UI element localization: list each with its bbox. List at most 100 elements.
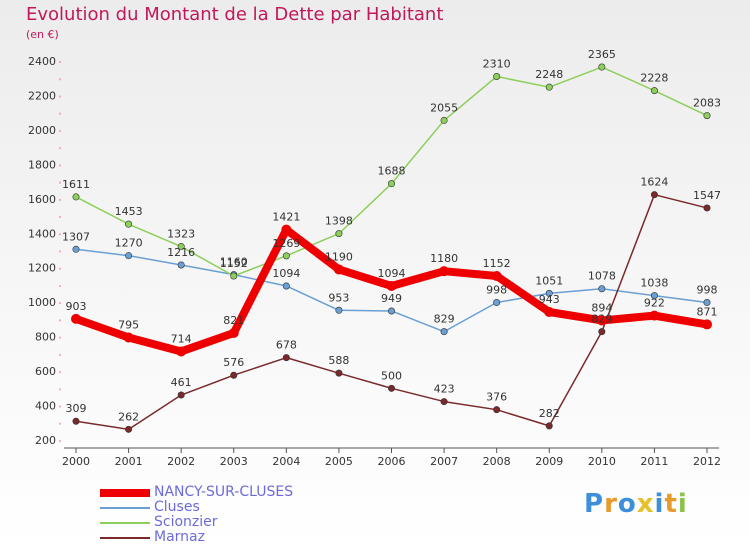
- x-tick-label: 2005: [325, 455, 353, 468]
- data-point: [333, 264, 344, 275]
- x-tick-label: 2004: [272, 455, 300, 468]
- logo-letter: i: [677, 489, 688, 519]
- data-label: 1453: [115, 205, 143, 218]
- data-point: [703, 299, 711, 307]
- logo-letter: P: [584, 489, 605, 519]
- data-label: 282: [539, 407, 560, 420]
- logo-letter: i: [654, 489, 665, 519]
- y-tick-label: 400: [35, 400, 56, 413]
- data-point: [387, 180, 395, 188]
- data-point: [703, 112, 711, 120]
- data-point: [281, 224, 292, 235]
- data-label: 376: [486, 391, 507, 404]
- logo-letter: o: [617, 489, 637, 519]
- data-point: [72, 245, 80, 253]
- data-label: 1270: [115, 237, 143, 250]
- data-point: [598, 285, 606, 293]
- data-label: 953: [328, 291, 349, 304]
- data-point: [228, 328, 239, 339]
- data-point: [176, 346, 187, 357]
- data-label: 714: [171, 332, 192, 345]
- data-label: 1547: [693, 189, 721, 202]
- logo-letter: x: [636, 489, 655, 519]
- y-tick-label: 1000: [28, 296, 56, 309]
- data-point: [72, 417, 80, 425]
- data-point: [123, 332, 134, 343]
- x-tick-label: 2010: [588, 455, 616, 468]
- legend-label-marnaz: Marnaz: [154, 529, 205, 545]
- data-label: 922: [644, 297, 665, 310]
- y-tick-label: 1800: [28, 158, 56, 171]
- data-label: 821: [223, 314, 244, 327]
- y-tick-label: 2200: [28, 89, 56, 102]
- legend-item-cluses: Cluses: [100, 500, 293, 515]
- data-label: 2083: [693, 97, 721, 110]
- x-tick-label: 2009: [535, 455, 563, 468]
- data-point: [491, 270, 502, 281]
- data-point: [177, 261, 185, 269]
- logo-letter: r: [604, 489, 618, 519]
- data-point: [386, 280, 397, 291]
- data-point: [439, 266, 450, 277]
- data-point: [71, 313, 81, 324]
- data-point: [387, 384, 395, 392]
- y-tick-label: 2000: [28, 124, 56, 137]
- data-label: 1152: [220, 257, 248, 270]
- data-point: [703, 204, 711, 212]
- data-point: [650, 191, 658, 199]
- data-label: 1216: [167, 246, 195, 259]
- data-point: [598, 328, 606, 336]
- x-tick-label: 2006: [378, 455, 406, 468]
- legend-label-scionzier: Scionzier: [154, 514, 218, 530]
- x-tick-label: 2008: [483, 455, 511, 468]
- y-tick-label: 200: [35, 434, 56, 447]
- x-tick-label: 2011: [640, 455, 668, 468]
- data-point: [545, 422, 553, 430]
- data-label: 2310: [483, 58, 511, 71]
- data-point: [230, 371, 238, 379]
- x-tick-label: 2007: [430, 455, 458, 468]
- data-label: 829: [591, 313, 612, 326]
- data-label: 2055: [430, 101, 458, 114]
- y-tick-label: 800: [35, 331, 56, 344]
- legend-swatch-cluses: [100, 506, 150, 509]
- y-tick-label: 1600: [28, 193, 56, 206]
- data-label: 871: [697, 305, 718, 318]
- data-label: 998: [486, 284, 507, 297]
- data-label: 998: [697, 284, 718, 297]
- chart-unit-label: (en €): [26, 28, 59, 41]
- data-label: 903: [66, 300, 87, 313]
- data-point: [440, 328, 448, 336]
- data-label: 1190: [325, 250, 353, 263]
- axes: 200 400 600 800 1000 1200 1400 1600 1800 2000 2200…: [28, 55, 721, 468]
- data-point: [596, 315, 607, 326]
- legend-label-nancy: NANCY-SUR-CLUSES: [154, 484, 294, 500]
- data-point: [650, 87, 658, 95]
- x-tick-label: 2003: [220, 455, 248, 468]
- data-point: [125, 425, 133, 433]
- data-point: [125, 220, 133, 228]
- data-labels: 1307 1270 1216 1160 1094 953 949 829 998 1051 1078…: [62, 48, 721, 423]
- data-label: 1180: [430, 252, 458, 265]
- data-label: 588: [328, 354, 349, 367]
- data-label: 795: [118, 318, 139, 331]
- data-label: 1094: [378, 267, 406, 280]
- legend-swatch-scionzier: [100, 521, 150, 524]
- data-label: 2365: [588, 48, 616, 61]
- proxiti-logo: Proxiti: [584, 489, 688, 519]
- legend-swatch-marnaz: [100, 536, 150, 539]
- data-point: [282, 282, 290, 290]
- data-point: [598, 63, 606, 71]
- y-tick-label: 2400: [28, 55, 56, 68]
- data-point: [335, 306, 343, 314]
- x-tick-label: 2001: [115, 455, 143, 468]
- y-tick-label: 1200: [28, 262, 56, 275]
- data-label: 262: [118, 410, 139, 423]
- data-point: [650, 292, 658, 300]
- data-label: 1152: [483, 257, 511, 270]
- data-label: 461: [171, 376, 192, 389]
- x-tick-label: 2002: [167, 455, 195, 468]
- data-label: 1323: [167, 228, 195, 241]
